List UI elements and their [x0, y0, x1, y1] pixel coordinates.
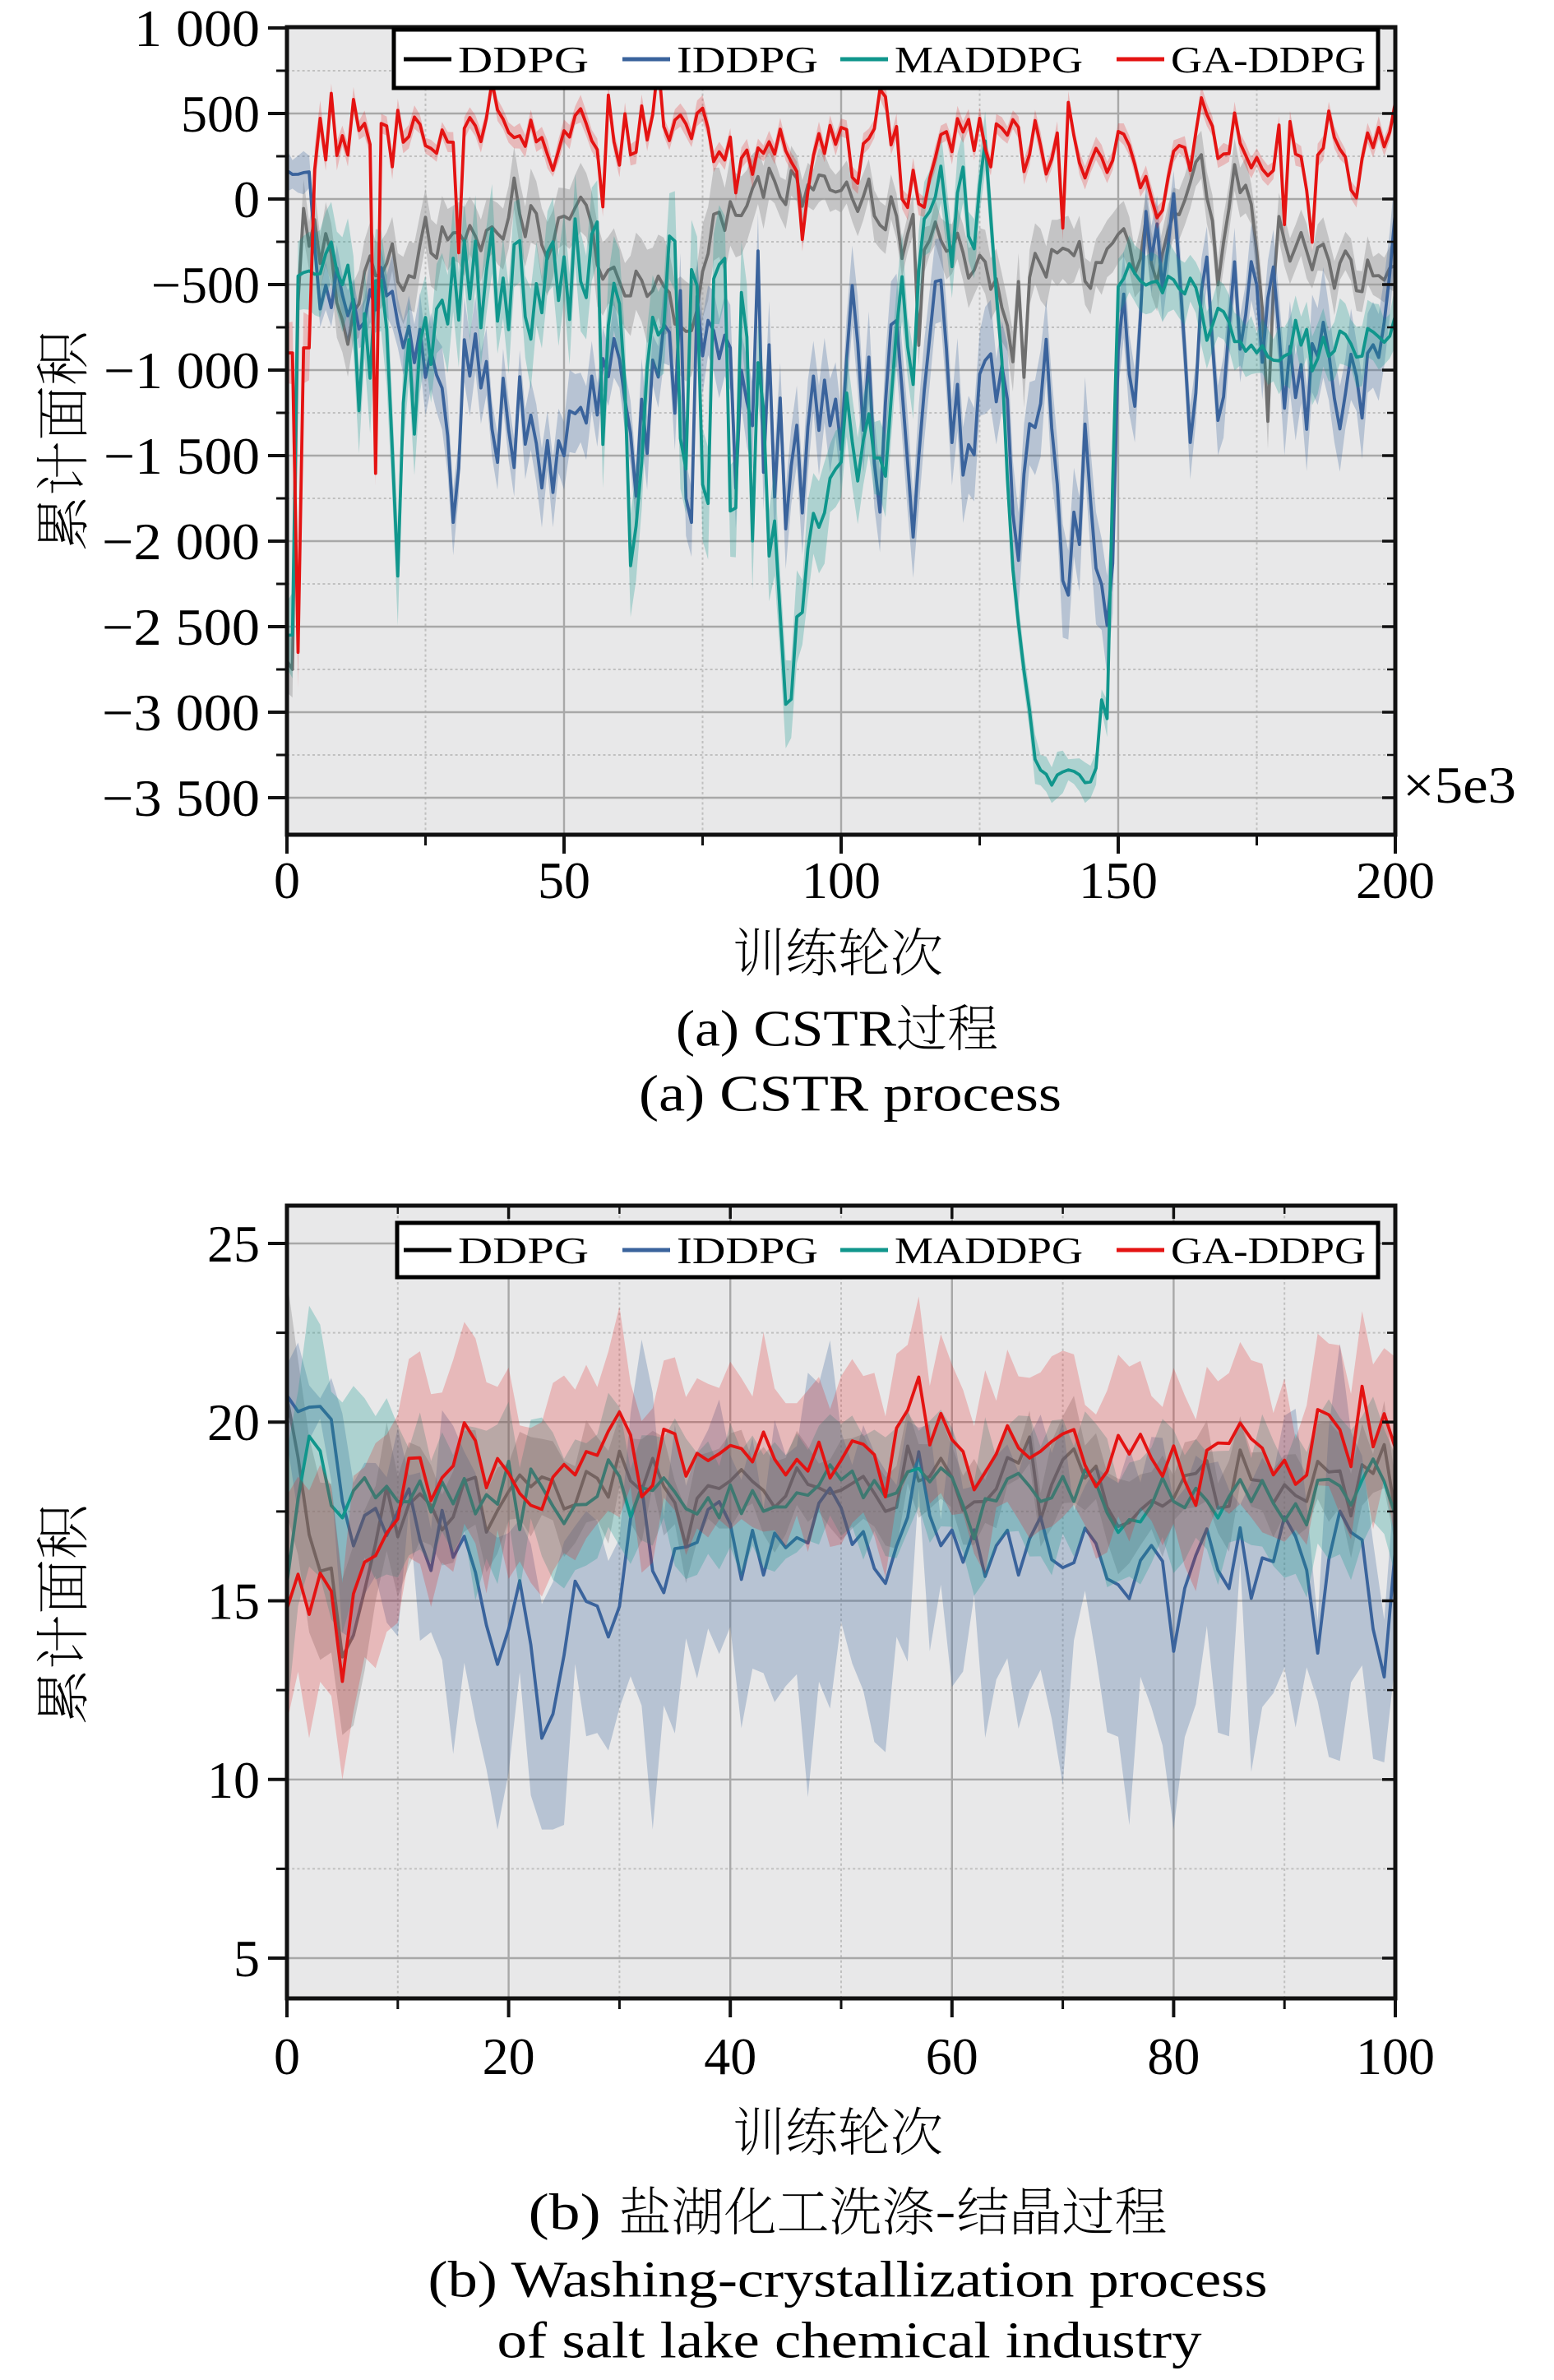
- svg-text:20: 20: [207, 1393, 260, 1452]
- svg-text:MADDPG: MADDPG: [895, 1229, 1083, 1271]
- svg-text:−1 500: −1 500: [104, 427, 260, 485]
- svg-text:IDDPG: IDDPG: [677, 1229, 818, 1271]
- svg-text:15: 15: [207, 1572, 260, 1631]
- svg-text:200: 200: [1356, 851, 1435, 910]
- svg-text:DDPG: DDPG: [458, 1229, 589, 1271]
- svg-text:5: 5: [234, 1929, 260, 1988]
- svg-text:−500: −500: [151, 256, 260, 314]
- svg-text:(a) CSTR: (a) CSTR: [676, 1001, 897, 1057]
- svg-text:−2 000: −2 000: [102, 512, 260, 571]
- svg-text:20: 20: [483, 2027, 535, 2086]
- svg-text:100: 100: [802, 851, 881, 910]
- svg-text:(a) CSTR process: (a) CSTR process: [639, 1066, 1061, 1122]
- svg-text:0: 0: [274, 851, 300, 910]
- svg-text:−1 000: −1 000: [104, 341, 260, 400]
- svg-text:80: 80: [1147, 2027, 1200, 2086]
- svg-text:100: 100: [1356, 2027, 1435, 2086]
- svg-text:1 000: 1 000: [134, 0, 260, 58]
- svg-text:−3 500: −3 500: [102, 769, 260, 827]
- svg-text:25: 25: [207, 1215, 260, 1273]
- svg-text:−3 000: −3 000: [102, 683, 260, 742]
- svg-text:0: 0: [234, 170, 260, 229]
- svg-text:(b): (b): [529, 2184, 601, 2240]
- svg-text:150: 150: [1079, 851, 1158, 910]
- svg-text:IDDPG: IDDPG: [677, 39, 818, 81]
- svg-text:500: 500: [181, 85, 260, 143]
- svg-text:50: 50: [538, 851, 590, 910]
- svg-text:of salt lake chemical industry: of salt lake chemical industry: [497, 2313, 1202, 2368]
- svg-text:DDPG: DDPG: [458, 39, 589, 81]
- svg-text:GA-DDPG: GA-DDPG: [1171, 1229, 1366, 1271]
- svg-text:×5e3: ×5e3: [1403, 756, 1516, 814]
- svg-text:−2 500: −2 500: [102, 598, 260, 656]
- svg-text:60: 60: [926, 2027, 978, 2086]
- svg-text:40: 40: [704, 2027, 756, 2086]
- svg-text:GA-DDPG: GA-DDPG: [1171, 39, 1366, 81]
- svg-text:0: 0: [274, 2027, 300, 2086]
- svg-text:MADDPG: MADDPG: [895, 39, 1083, 81]
- svg-text:10: 10: [207, 1751, 260, 1809]
- svg-text:(b) Washing-crystallization pr: (b) Washing-crystallization process: [428, 2252, 1268, 2308]
